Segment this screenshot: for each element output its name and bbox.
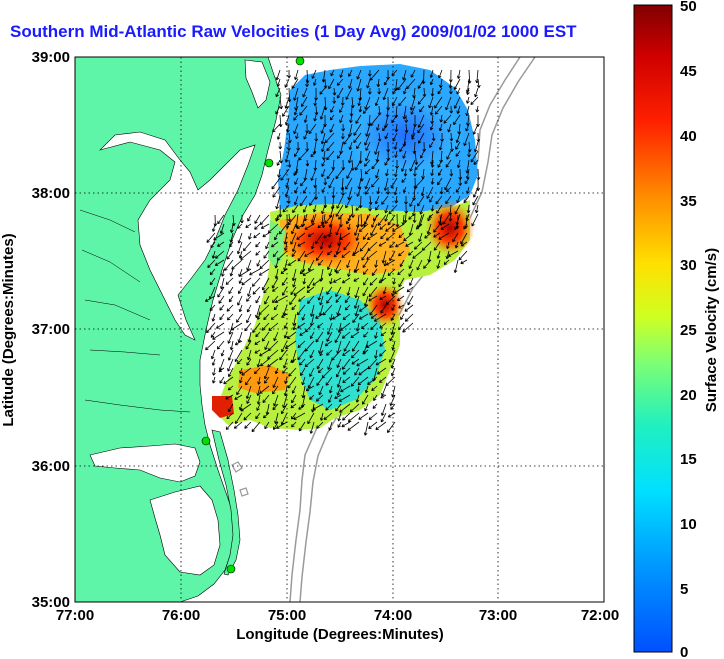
y-tick-label: 39:00	[32, 49, 70, 66]
map-title: Southern Mid-Atlantic Raw Velocities (1 …	[10, 22, 577, 41]
colorbar	[633, 4, 673, 653]
colorbar-tick-label: 15	[680, 451, 697, 468]
velocity-hotspot	[365, 283, 405, 327]
y-axis-label: Latitude (Degrees:Minutes)	[0, 233, 17, 426]
barrier-island	[211, 429, 241, 576]
chesapeake-bay	[98, 131, 256, 341]
colorbar-tick-label: 45	[680, 63, 697, 80]
y-tick-label: 35:00	[32, 594, 70, 611]
colorbar-ticks: 50 45 40 35 30 25 20 15 10 5 0	[680, 0, 697, 659]
colorbar-tick-label: 40	[680, 128, 697, 145]
colorbar-tick-label: 10	[680, 516, 697, 533]
radar-station	[295, 57, 305, 66]
colorbar-label: Surface Velocity (cm/s)	[703, 248, 720, 412]
colorbar-tick-label: 5	[680, 581, 688, 598]
bathymetry-contour	[231, 461, 249, 497]
current-vectors	[204, 69, 481, 436]
radar-station	[264, 158, 274, 168]
colorbar-tick-label: 20	[680, 387, 697, 404]
river-lines	[79, 209, 191, 413]
grid-lines	[75, 57, 604, 602]
velocity-hotspot-south	[212, 396, 234, 418]
colorbar-tick-label: 25	[680, 322, 697, 339]
colorbar-tick-label: 35	[680, 193, 697, 210]
velocity-region-cyan	[295, 290, 385, 410]
x-ticks: 77:00 76:00 75:00 74:00 73:00 72:00	[56, 607, 619, 624]
x-tick-label: 74:00	[374, 607, 412, 624]
y-tick-label: 38:00	[32, 185, 70, 202]
x-tick-label: 73:00	[479, 607, 517, 624]
y-ticks: 39:00 38:00 37:00 36:00 35:00	[32, 49, 70, 611]
x-tick-label: 76:00	[162, 607, 200, 624]
colorbar-tick-label: 30	[680, 257, 697, 274]
velocity-hotspot	[425, 200, 475, 256]
colorbar-tick-label: 0	[680, 644, 688, 659]
radar-stations	[201, 57, 305, 574]
radar-station	[201, 436, 211, 446]
pamlico-sound	[149, 485, 221, 576]
x-tick-label: 77:00	[56, 607, 94, 624]
colorbar-tick-label: 50	[680, 0, 697, 15]
x-axis-label: Longitude (Degrees:Minutes)	[236, 626, 444, 643]
y-tick-label: 36:00	[32, 458, 70, 475]
velocity-field	[204, 64, 481, 436]
plot-border	[74, 56, 605, 603]
y-tick-label: 37:00	[32, 321, 70, 338]
velocity-core-blue	[345, 90, 465, 180]
radar-station	[226, 564, 236, 574]
x-tick-label: 72:00	[581, 607, 619, 624]
delaware-bay	[244, 59, 271, 109]
x-tick-label: 75:00	[268, 607, 306, 624]
albemarle-sound	[89, 443, 201, 483]
